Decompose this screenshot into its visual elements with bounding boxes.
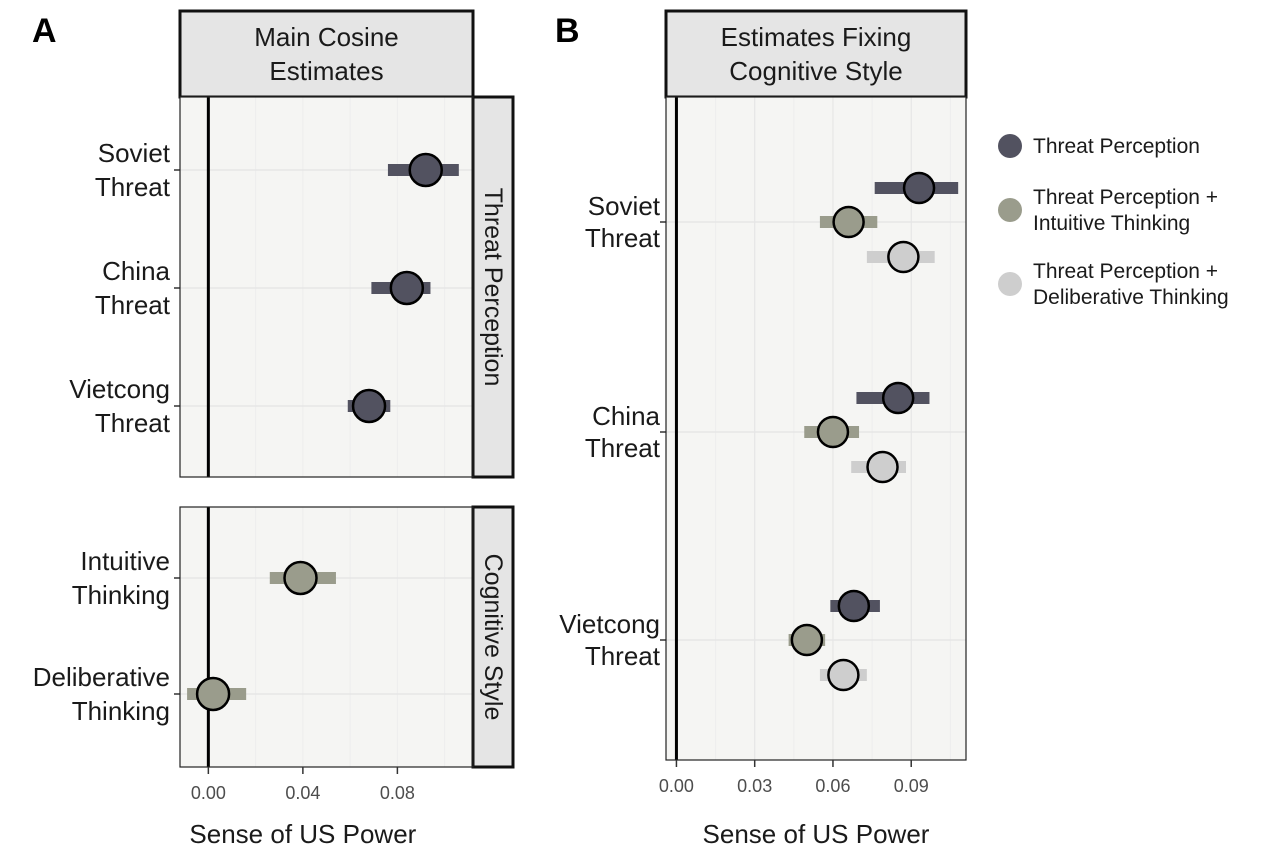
panel-b-border xyxy=(665,96,967,761)
facet-cognitive-style: Intuitive Thinking Deliberative Thinking Cog… xyxy=(33,505,515,769)
group-soviet: Soviet Threat xyxy=(585,171,966,274)
facet-strip-label: Cognitive Style xyxy=(479,554,507,721)
panel-letter-b: B xyxy=(555,12,580,50)
legend-swatch xyxy=(998,272,1022,296)
legend-label: Threat Perception + Deliberative Thinking xyxy=(1033,260,1229,309)
legend-label: Threat Perception + Intuitive Thinking xyxy=(1033,186,1218,235)
estimate-point xyxy=(351,388,387,424)
x-tick-label: 0.00 xyxy=(659,776,694,796)
panel-a: A Main Cosine Estimates Soviet Threat China Th… xyxy=(32,9,515,846)
panel-letter-a: A xyxy=(32,12,57,50)
panel-b-title: Estimates Fixing Cognitive Style xyxy=(721,22,912,86)
legend: Threat Perception Threat Perception + Intu… xyxy=(998,134,1229,309)
estimate-point xyxy=(816,415,850,449)
panel-a-title-strip xyxy=(178,9,475,99)
y-tick-label: Soviet Threat xyxy=(95,138,171,202)
legend-item: Threat Perception xyxy=(998,134,1200,158)
x-tick-label: 0.03 xyxy=(737,776,772,796)
y-tick-label: Vietcong Threat xyxy=(559,609,660,671)
facet-strip xyxy=(471,505,515,769)
x-tick-label: 0.08 xyxy=(380,783,415,803)
y-tick-label: Deliberative Thinking xyxy=(33,662,170,726)
panel-b-x-axis: 0.00 0.03 0.06 0.09 Sense of US Power xyxy=(659,760,930,846)
panel-a-title: Main Cosine Estimates xyxy=(254,22,399,86)
group-vietcong: Vietcong Threat xyxy=(559,589,966,692)
panel-a-x-axis: 0.00 0.04 0.08 Sense of US Power xyxy=(189,767,417,846)
estimate-point xyxy=(866,450,899,484)
x-axis-title: Sense of US Power xyxy=(703,819,930,846)
facet-strip xyxy=(471,95,515,479)
x-tick-label: 0.06 xyxy=(815,776,850,796)
estimate-point xyxy=(790,623,824,657)
y-tick-label: China Threat xyxy=(585,401,661,463)
x-tick-label: 0.00 xyxy=(191,783,226,803)
y-tick-label: China Threat xyxy=(95,256,171,320)
panel-b: B Estimates Fixing Cognitive Style Soviet Th… xyxy=(555,9,1229,846)
estimate-point xyxy=(837,589,871,623)
x-axis-title: Sense of US Power xyxy=(189,819,416,846)
legend-label: Threat Perception xyxy=(1033,135,1200,158)
panel-b-title-strip xyxy=(664,9,968,99)
estimate-point xyxy=(827,658,860,692)
y-tick-label: Intuitive Thinking xyxy=(72,546,170,610)
estimate-point xyxy=(887,240,920,274)
estimate-point xyxy=(832,205,865,239)
x-tick-label: 0.04 xyxy=(285,783,320,803)
estimate-point xyxy=(283,560,318,596)
estimate-point xyxy=(881,381,915,415)
legend-item: Threat Perception + Intuitive Thinking xyxy=(998,186,1218,235)
y-tick-label: Vietcong Threat xyxy=(69,374,170,438)
legend-swatch xyxy=(998,198,1022,222)
facet-strip-label: Threat Perception xyxy=(479,188,507,387)
estimate-point xyxy=(902,171,936,205)
legend-swatch xyxy=(998,134,1022,158)
estimate-point xyxy=(195,676,231,712)
facet-border xyxy=(179,506,474,768)
group-china: China Threat xyxy=(585,381,966,484)
legend-item: Threat Perception + Deliberative Thinking xyxy=(998,260,1229,309)
facet-border xyxy=(179,96,474,478)
estimate-point xyxy=(389,270,425,306)
x-tick-label: 0.09 xyxy=(894,776,929,796)
estimate-point xyxy=(408,152,443,188)
facet-background xyxy=(180,507,473,767)
y-tick-label: Soviet Threat xyxy=(585,191,661,253)
facet-threat-perception: Soviet Threat China Threat Vietcong Threat Thr… xyxy=(69,95,515,479)
